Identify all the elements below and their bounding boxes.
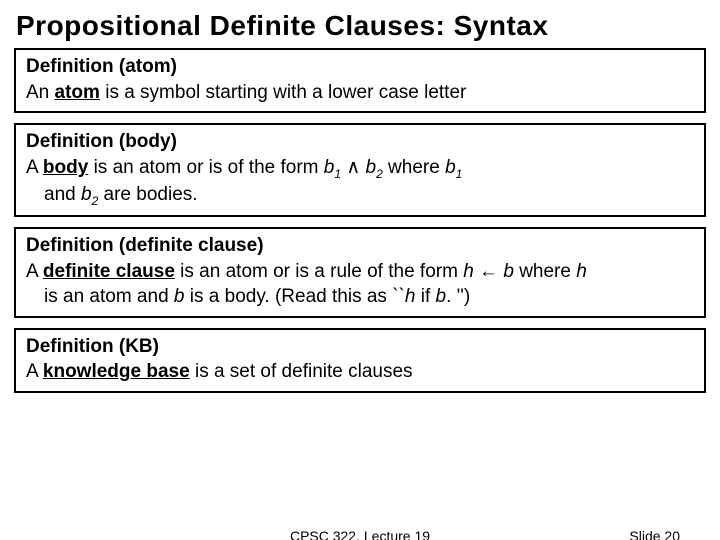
text: if <box>415 286 435 307</box>
var-b1b: b <box>445 157 456 178</box>
definition-heading: Definition (atom) <box>26 54 694 80</box>
term-body: body <box>43 157 88 178</box>
var-h2: h <box>576 261 587 282</box>
term-atom: atom <box>55 82 100 103</box>
arrow-symbol: ← <box>474 261 504 282</box>
term-knowledge-base: knowledge base <box>43 361 190 382</box>
text: . '') <box>446 286 470 307</box>
text: is a symbol starting with a lower case l… <box>100 82 466 103</box>
heading-text: Definition (body) <box>26 131 177 152</box>
slide-root: Propositional Definite Clauses: Syntax D… <box>0 0 720 540</box>
definition-heading: Definition (body) <box>26 129 694 155</box>
text: A <box>26 361 43 382</box>
text: is an atom or is of the form <box>88 157 323 178</box>
definition-line1: A definite clause is an atom or is a rul… <box>26 259 694 285</box>
var-b2: b <box>366 157 377 178</box>
text: A <box>26 157 43 178</box>
heading-text: Definition (definite clause) <box>26 235 264 256</box>
definition-body: A knowledge base is a set of definite cl… <box>26 359 694 385</box>
heading-text: Definition (atom) <box>26 56 177 77</box>
var-b: b <box>503 261 514 282</box>
text: are bodies. <box>98 184 197 205</box>
text: where <box>514 261 576 282</box>
footer-center: CPSC 322, Lecture 19 <box>0 528 720 540</box>
var-h: h <box>463 261 474 282</box>
definition-box-body: Definition (body) A body is an atom or i… <box>14 123 706 217</box>
definition-box-kb: Definition (KB) A knowledge base is a se… <box>14 328 706 393</box>
var-b1: b <box>324 157 335 178</box>
text: and <box>44 184 81 205</box>
var-b2: b <box>174 286 185 307</box>
term-definite-clause: definite clause <box>43 261 175 282</box>
page-title: Propositional Definite Clauses: Syntax <box>16 10 708 42</box>
text: is an atom or is a rule of the form <box>175 261 463 282</box>
definition-body: An atom is a symbol starting with a lowe… <box>26 80 694 106</box>
definition-line2: and b2 are bodies. <box>44 182 694 209</box>
var-h3: h <box>405 286 416 307</box>
definition-box-atom: Definition (atom) An atom is a symbol st… <box>14 48 706 113</box>
text: is an atom and <box>44 286 174 307</box>
definition-box-definite-clause: Definition (definite clause) A definite … <box>14 227 706 318</box>
text: is a body. (Read this as `` <box>185 286 405 307</box>
footer-right: Slide 20 <box>629 528 680 540</box>
text: is a set of definite clauses <box>190 361 413 382</box>
var-b2b: b <box>81 184 92 205</box>
wedge-symbol: ∧ <box>341 157 365 178</box>
definition-heading: Definition (definite clause) <box>26 233 694 259</box>
text: A <box>26 261 43 282</box>
definition-line1: A body is an atom or is of the form b1 ∧… <box>26 155 694 182</box>
definition-heading: Definition (KB) <box>26 334 694 360</box>
text: An <box>26 82 55 103</box>
sub-1b: 1 <box>456 167 463 181</box>
definition-line2: is an atom and b is a body. (Read this a… <box>44 284 694 310</box>
var-b3: b <box>436 286 447 307</box>
heading-text: Definition (KB) <box>26 336 159 357</box>
sub-2: 2 <box>376 167 383 181</box>
text: where <box>383 157 445 178</box>
